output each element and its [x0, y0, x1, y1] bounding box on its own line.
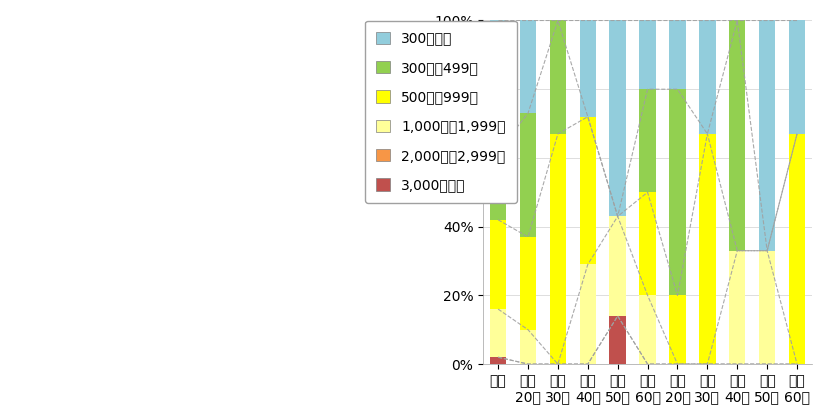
- Bar: [550, 21, 566, 134]
- Bar: [729, 251, 745, 364]
- Bar: [609, 21, 626, 216]
- Bar: [729, 21, 745, 251]
- Bar: [669, 21, 686, 89]
- Legend: 300円未満, 300円～499円, 500円～999円, 1,000円～1,999円, 2,000円～2,999円, 3,000円以上: 300円未満, 300円～499円, 500円～999円, 1,000円～1,9…: [366, 21, 517, 203]
- Bar: [520, 21, 536, 113]
- Bar: [609, 316, 626, 364]
- Bar: [490, 309, 506, 357]
- Bar: [669, 295, 686, 364]
- Bar: [520, 113, 536, 237]
- Bar: [699, 21, 715, 134]
- Bar: [759, 251, 776, 364]
- Bar: [669, 89, 686, 295]
- Bar: [580, 21, 596, 117]
- Bar: [639, 295, 656, 364]
- Bar: [490, 357, 506, 364]
- Bar: [789, 134, 805, 364]
- Bar: [550, 134, 566, 364]
- Bar: [580, 117, 596, 264]
- Bar: [639, 89, 656, 192]
- Bar: [759, 21, 776, 251]
- Bar: [580, 264, 596, 364]
- Bar: [789, 21, 805, 134]
- Bar: [490, 220, 506, 309]
- Bar: [609, 216, 626, 316]
- Bar: [639, 192, 656, 295]
- Bar: [520, 237, 536, 330]
- Bar: [520, 330, 536, 364]
- Bar: [699, 134, 715, 364]
- Bar: [490, 151, 506, 220]
- Bar: [490, 21, 506, 151]
- Bar: [639, 21, 656, 89]
